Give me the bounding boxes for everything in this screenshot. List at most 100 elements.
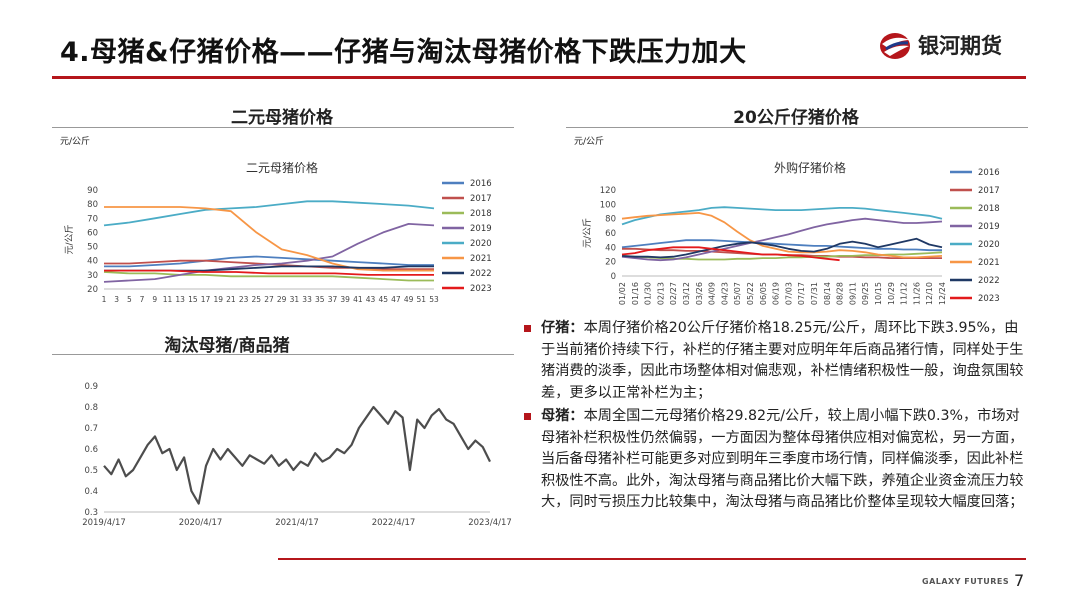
bullet-sow: 母猪：本周全国二元母猪价格29.82元/公斤，较上周小幅下跌0.3%，市场对母猪… xyxy=(522,406,1032,514)
x-tick-label: 05/22 xyxy=(746,282,755,305)
series-line-2019 xyxy=(103,223,435,283)
y-axis-label: 元/公斤 xyxy=(582,218,593,248)
x-tick-label: 01/02 xyxy=(618,282,627,305)
y-tick-label: 0.8 xyxy=(84,403,98,413)
page-number: 7 xyxy=(1014,571,1025,590)
logo-text: 银河期货 xyxy=(918,34,1002,58)
x-tick-label: 2020/4/17 xyxy=(179,518,223,528)
y-tick-label: 70 xyxy=(87,214,98,224)
x-tick-label: 47 xyxy=(391,295,401,304)
y-tick-label: 20 xyxy=(87,285,98,295)
x-tick-label: 31 xyxy=(290,295,300,304)
x-tick-label: 10/15 xyxy=(874,282,883,305)
series-line-ratio xyxy=(103,405,491,505)
legend-label: 2023 xyxy=(470,284,492,294)
x-tick-label: 03/12 xyxy=(682,282,691,305)
legend-label: 2019 xyxy=(470,224,492,234)
bullet-piglet: 仔猪：本周仔猪价格20公斤仔猪价格18.25元/公斤，周环比下跌3.95%，由于… xyxy=(522,318,1032,404)
x-tick-label: 43 xyxy=(366,295,376,304)
bullet-label: 仔猪： xyxy=(541,320,584,336)
x-tick-label: 12/24 xyxy=(938,282,947,305)
series-line-2022 xyxy=(621,237,943,259)
x-tick-label: 37 xyxy=(328,295,338,304)
x-tick-label: 21 xyxy=(226,295,236,304)
series-line-2021 xyxy=(621,212,943,259)
bullet-label: 母猪： xyxy=(541,408,584,424)
x-tick-label: 11/26 xyxy=(912,282,921,305)
x-tick-label: 35 xyxy=(315,295,325,304)
y-tick-label: 80 xyxy=(87,200,98,210)
x-tick-label: 02/27 xyxy=(669,282,678,305)
x-tick-label: 27 xyxy=(264,295,274,304)
x-tick-label: 07/31 xyxy=(810,282,819,305)
legend-label: 2022 xyxy=(978,276,1000,286)
x-tick-label: 01/30 xyxy=(644,282,653,305)
header-rule xyxy=(52,76,1026,79)
x-tick-label: 39 xyxy=(340,295,350,304)
x-tick-label: 7 xyxy=(140,295,145,304)
x-tick-label: 5 xyxy=(127,295,132,304)
y-tick-label: 0 xyxy=(611,272,616,282)
x-tick-label: 2023/4/17 xyxy=(468,518,512,528)
y-tick-label: 40 xyxy=(87,257,98,267)
x-tick-label: 25 xyxy=(252,295,262,304)
legend-label: 2016 xyxy=(978,168,1000,178)
ratio-section-title: 淘汰母猪/商品猪 xyxy=(164,336,290,356)
commentary: 仔猪：本周仔猪价格20公斤仔猪价格18.25元/公斤，周环比下跌3.95%，由于… xyxy=(522,318,1032,516)
y-tick-label: 120 xyxy=(600,186,616,196)
x-tick-label: 12/10 xyxy=(925,282,934,305)
x-tick-label: 9 xyxy=(152,295,157,304)
x-tick-label: 2019/4/17 xyxy=(82,518,126,528)
y-tick-label: 20 xyxy=(605,258,616,268)
series-line-2021 xyxy=(104,206,434,272)
piglet-section-title: 20公斤仔猪价格 xyxy=(733,108,859,128)
y-tick-label: 90 xyxy=(87,186,98,196)
x-tick-label: 45 xyxy=(378,295,388,304)
x-tick-label: 33 xyxy=(302,295,312,304)
series-line-2020 xyxy=(621,206,943,226)
chart-title: 外购仔猪价格 xyxy=(774,160,846,175)
footer-rule xyxy=(278,558,1026,560)
legend-label: 2021 xyxy=(978,258,1000,268)
x-tick-label: 06/19 xyxy=(772,282,781,305)
x-tick-label: 41 xyxy=(353,295,363,304)
x-tick-label: 2022/4/17 xyxy=(372,518,416,528)
x-tick-label: 02/13 xyxy=(656,282,665,305)
y-tick-label: 0.7 xyxy=(84,424,98,434)
legend-label: 2017 xyxy=(470,194,492,204)
x-tick-label: 23 xyxy=(239,295,249,304)
x-tick-label: 09/11 xyxy=(848,282,857,305)
series-line-2019 xyxy=(621,217,943,262)
piglet-section-rule xyxy=(566,127,1028,128)
y-tick-label: 0.6 xyxy=(84,445,98,455)
x-tick-label: 09/25 xyxy=(861,282,870,305)
ratio-section-rule xyxy=(52,354,514,355)
series-line-2023 xyxy=(621,246,840,262)
piglet-unit: 元/公斤 xyxy=(574,137,605,147)
series-line-2023 xyxy=(104,269,434,276)
x-tick-label: 53 xyxy=(429,295,439,304)
x-tick-label: 04/09 xyxy=(708,282,717,305)
x-tick-label: 01/16 xyxy=(631,282,640,305)
bullet-square-icon xyxy=(524,413,531,420)
y-tick-label: 60 xyxy=(87,228,98,238)
legend-label: 2023 xyxy=(978,294,1000,304)
y-tick-label: 80 xyxy=(605,215,616,225)
x-tick-label: 29 xyxy=(277,295,287,304)
y-tick-label: 50 xyxy=(87,243,98,253)
legend-label: 2022 xyxy=(470,269,492,279)
series-line-2016 xyxy=(621,239,942,252)
sow-section-rule xyxy=(52,127,514,128)
x-tick-label: 07/17 xyxy=(797,282,806,305)
x-tick-label: 11/12 xyxy=(900,282,909,305)
series-line-2016 xyxy=(104,255,434,268)
x-tick-label: 2021/4/17 xyxy=(275,518,319,528)
x-tick-label: 49 xyxy=(404,295,414,304)
series-line-2018 xyxy=(103,271,434,282)
legend-label: 2017 xyxy=(978,186,1000,196)
y-tick-label: 0.5 xyxy=(84,466,98,476)
legend-label: 2018 xyxy=(978,204,1000,214)
page-title: 4.母猪&仔猪价格——仔猪与淘汰母猪价格下跌压力加大 xyxy=(60,37,747,68)
x-tick-label: 1 xyxy=(102,295,107,304)
